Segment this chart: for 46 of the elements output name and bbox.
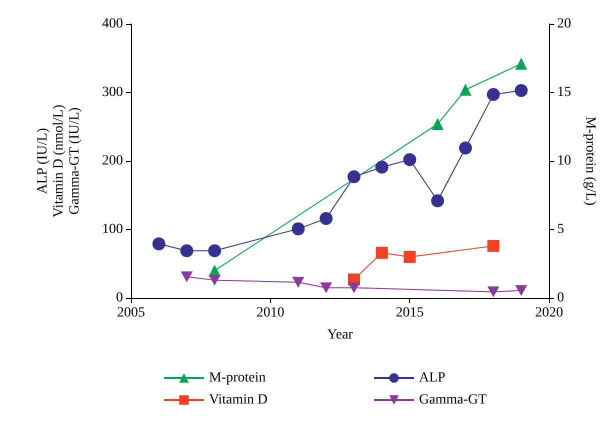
x-tick-label: 2020 (535, 306, 564, 320)
point (459, 84, 472, 96)
point (348, 282, 360, 294)
point (152, 237, 166, 250)
point (515, 58, 528, 70)
point (486, 88, 500, 102)
point (292, 276, 304, 288)
point (208, 244, 222, 258)
y-tick-label: 400 (102, 16, 123, 32)
x-tick-label: 2015 (396, 306, 424, 320)
point (487, 286, 500, 298)
legend-label: M-protein (209, 370, 266, 386)
y2-tick-label: 20 (557, 16, 572, 32)
y2-axis-title: M-protein (g/L) (582, 116, 598, 206)
x-axis-title: Year (327, 328, 354, 342)
y2-tick-label: 5 (557, 222, 564, 237)
point (208, 274, 221, 286)
point (515, 285, 528, 296)
point (180, 244, 194, 258)
legend-label: ALP (419, 370, 446, 386)
point (404, 250, 416, 263)
point (320, 282, 332, 294)
y-axis-title: ALP (IU/L) Vitamin D (nmol/L) Gamma-GT (IU/L) (36, 104, 82, 218)
y2-tick-label: 10 (557, 154, 572, 168)
point (375, 160, 388, 174)
point (292, 222, 305, 236)
point (180, 271, 193, 282)
point (348, 170, 360, 184)
y-tick-label: 300 (102, 85, 123, 100)
point (320, 212, 333, 226)
legend-label: Vitamin D (209, 392, 268, 408)
point (403, 153, 416, 166)
y2-tick-label: 15 (557, 85, 572, 100)
y-tick-label: 100 (102, 222, 123, 237)
point (514, 84, 528, 97)
y-tick-label: 200 (102, 154, 123, 168)
legend-label: Gamma-GT (419, 392, 488, 408)
y2-tick-label: 0 (557, 290, 564, 306)
point (432, 118, 444, 130)
point (487, 240, 500, 252)
x-tick-label: 2010 (256, 306, 284, 320)
point (458, 141, 472, 154)
y-tick-label: 0 (116, 290, 123, 306)
point (431, 194, 444, 208)
x-tick-label: 2005 (117, 306, 145, 320)
point (376, 246, 388, 259)
